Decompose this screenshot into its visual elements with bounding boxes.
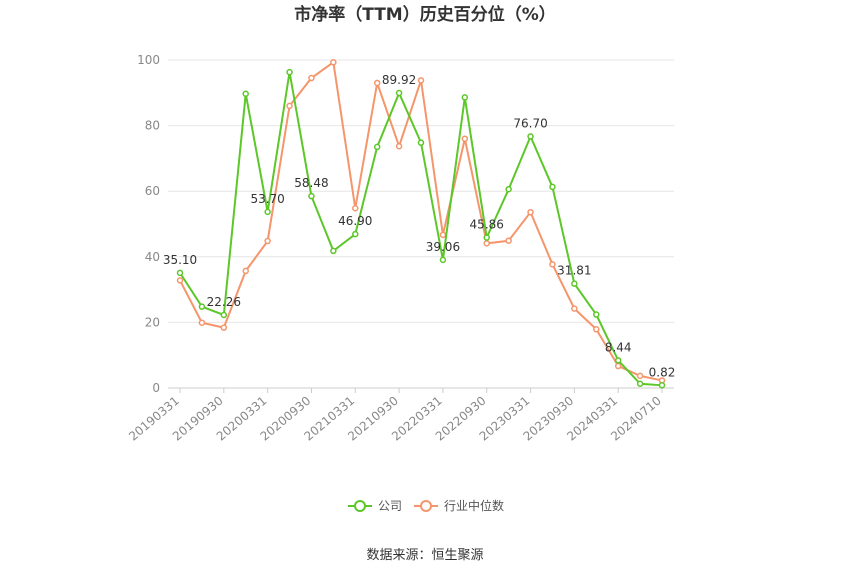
y-tick-label: 60 (145, 184, 160, 198)
data-label: 46.90 (338, 214, 372, 228)
y-axis: 0 20 40 60 80 100 (137, 53, 160, 395)
data-point[interactable] (658, 382, 666, 389)
legend-item-1[interactable]: 行业中位数 (414, 498, 504, 513)
y-tick-label: 20 (145, 315, 160, 329)
data-label: 8.44 (605, 340, 632, 354)
legend-marker (420, 500, 432, 512)
data-point[interactable] (461, 135, 469, 142)
data-point[interactable] (417, 139, 425, 146)
y-tick-label: 0 (152, 381, 160, 395)
data-point[interactable] (439, 231, 447, 239)
data-point[interactable] (483, 234, 490, 241)
data-point[interactable] (176, 277, 184, 284)
data-point[interactable] (571, 305, 578, 312)
data-point[interactable] (593, 311, 600, 318)
source-text: 数据来源：恒生聚源 (366, 548, 483, 563)
legend-item-0[interactable]: 公司 (348, 499, 402, 513)
data-point[interactable] (373, 143, 381, 151)
data-label: 0.82 (649, 365, 676, 379)
data-point[interactable] (308, 74, 315, 82)
data-point[interactable] (308, 192, 315, 200)
data-point[interactable] (330, 247, 337, 255)
data-label: 31.81 (557, 264, 591, 278)
data-point[interactable] (242, 90, 249, 98)
data-point[interactable] (461, 94, 469, 101)
data-point[interactable] (614, 357, 622, 364)
data-point[interactable] (373, 79, 381, 87)
data-point[interactable] (505, 185, 512, 193)
data-point[interactable] (439, 256, 447, 264)
data-point[interactable] (220, 324, 228, 331)
data-point[interactable] (593, 326, 600, 333)
series-line (179, 71, 663, 387)
data-point[interactable] (395, 143, 403, 150)
y-tick-label: 80 (145, 119, 160, 133)
series-line (179, 60, 663, 382)
y-tick-label: 100 (137, 53, 160, 67)
data-point[interactable] (264, 208, 271, 216)
data-point[interactable] (527, 208, 534, 216)
data-labels: 35.10 22.26 53.70 58.48 46.90 89.92 39.06 45.86… (163, 73, 676, 379)
chart-title: 市净率（TTM）历史百分位（%） (294, 4, 556, 25)
data-label: 76.70 (513, 116, 547, 130)
data-point[interactable] (198, 319, 206, 326)
y-tick-label: 40 (145, 250, 160, 264)
data-label: 22.26 (207, 295, 241, 309)
data-point[interactable] (220, 311, 228, 319)
legend-label: 公司 (378, 499, 402, 513)
data-point[interactable] (352, 205, 359, 212)
data-point[interactable] (395, 89, 403, 97)
series-0 (176, 68, 666, 389)
data-point[interactable] (352, 230, 359, 238)
series-layer (176, 59, 666, 389)
data-point[interactable] (176, 269, 184, 277)
data-point[interactable] (330, 59, 337, 66)
data-label: 53.70 (250, 192, 284, 206)
data-point[interactable] (549, 261, 556, 268)
data-point[interactable] (286, 102, 293, 110)
data-point[interactable] (549, 183, 556, 191)
data-point[interactable] (198, 303, 206, 310)
legend-label: 行业中位数 (444, 498, 504, 513)
data-point[interactable] (614, 362, 622, 370)
data-point[interactable] (286, 68, 293, 76)
data-label: 89.92 (382, 73, 416, 87)
legend-marker (354, 500, 366, 512)
data-label: 39.06 (426, 240, 460, 254)
data-point[interactable] (571, 280, 578, 287)
data-point[interactable] (527, 133, 534, 140)
legend[interactable]: 公司 行业中位数 (348, 498, 504, 513)
data-label: 35.10 (163, 253, 197, 267)
data-point[interactable] (636, 372, 644, 380)
data-point[interactable] (417, 77, 425, 84)
data-label: 58.48 (294, 176, 328, 190)
data-point[interactable] (505, 237, 512, 244)
data-point[interactable] (242, 267, 249, 275)
data-label: 45.86 (470, 218, 504, 232)
series-1 (176, 59, 666, 384)
data-point[interactable] (636, 380, 644, 387)
data-point[interactable] (264, 237, 271, 245)
x-axis: 2019033120190930202003312020093020210331… (126, 388, 664, 444)
data-point[interactable] (483, 240, 490, 247)
